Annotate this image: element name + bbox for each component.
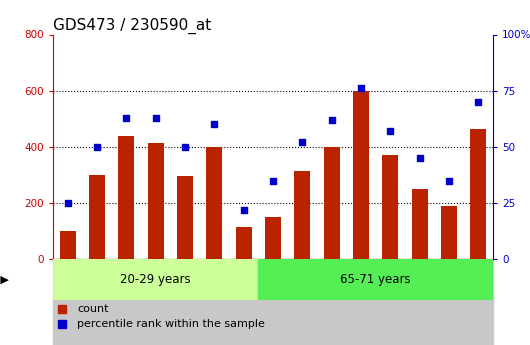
- Point: [210, 122, 218, 127]
- Point: [64, 200, 72, 206]
- Point: [474, 99, 482, 105]
- Bar: [147, 143, 164, 259]
- Bar: [53, 259, 258, 300]
- Point: [269, 178, 277, 183]
- Point: [152, 115, 160, 120]
- Bar: [265, 217, 281, 259]
- Point: [93, 144, 101, 150]
- Bar: [441, 206, 457, 259]
- Bar: [235, 227, 252, 259]
- Point: [181, 144, 189, 150]
- Bar: [470, 129, 487, 259]
- Point: [298, 140, 306, 145]
- Bar: [411, 189, 428, 259]
- Bar: [294, 171, 311, 259]
- Bar: [323, 147, 340, 259]
- Bar: [89, 175, 105, 259]
- Point: [122, 115, 130, 120]
- Text: 20-29 years: 20-29 years: [120, 273, 191, 286]
- Bar: [177, 176, 193, 259]
- Point: [357, 86, 365, 91]
- Point: [445, 178, 453, 183]
- Bar: [118, 136, 135, 259]
- Point: [416, 155, 424, 161]
- Text: percentile rank within the sample: percentile rank within the sample: [77, 319, 265, 329]
- Bar: [258, 259, 493, 300]
- Text: 65-71 years: 65-71 years: [340, 273, 411, 286]
- Bar: [206, 147, 223, 259]
- Text: age ▶: age ▶: [0, 275, 9, 285]
- Text: count: count: [77, 304, 109, 314]
- Point: [328, 117, 336, 123]
- Bar: [382, 155, 399, 259]
- Bar: [59, 231, 76, 259]
- Point: [386, 128, 394, 134]
- Text: GDS473 / 230590_at: GDS473 / 230590_at: [53, 18, 211, 34]
- Point: [240, 207, 248, 213]
- Bar: [353, 91, 369, 259]
